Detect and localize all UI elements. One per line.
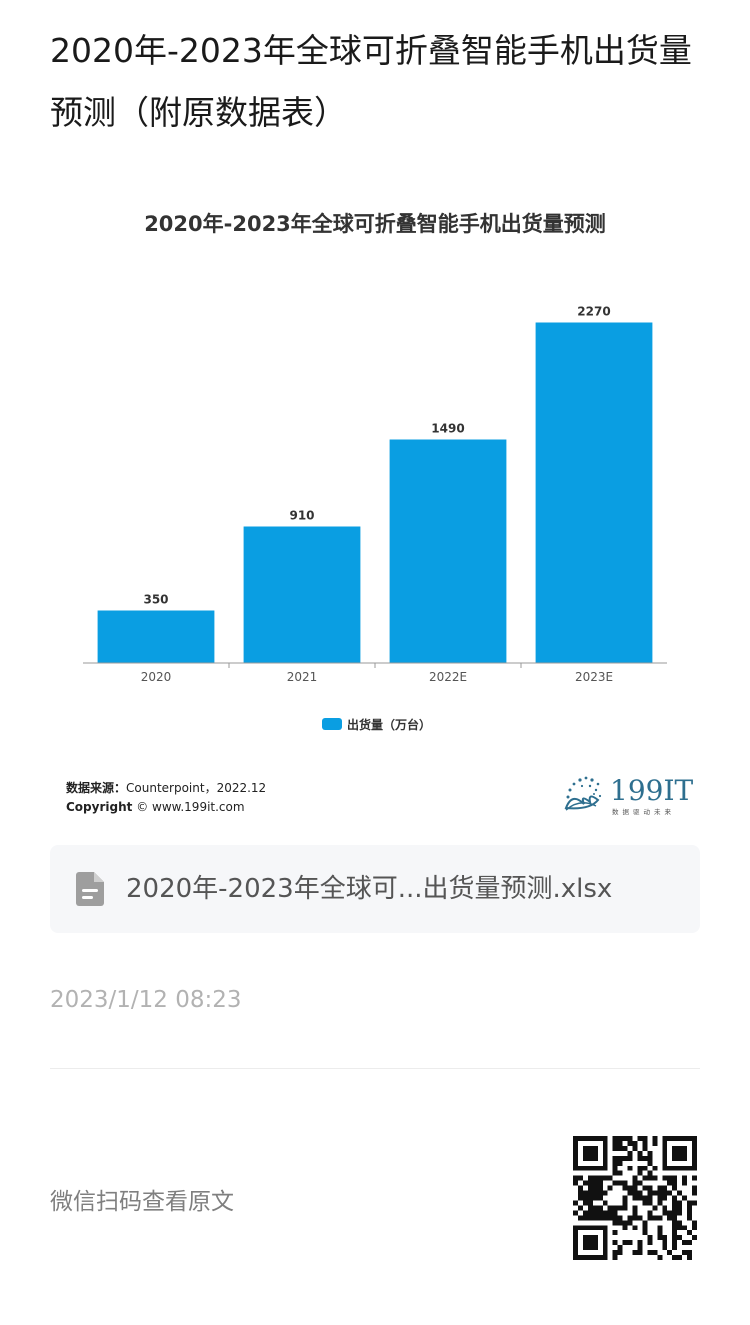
- bar-2020: [97, 610, 215, 663]
- bar-value-label-2021: 910: [289, 509, 314, 523]
- qr-code-icon[interactable]: [573, 1136, 697, 1260]
- logo-wordmark: 199IT: [610, 774, 694, 807]
- attachment-file-name: 2020年-2023年全球可...出货量预测.xlsx: [126, 874, 613, 904]
- legend: 出货量（万台）: [322, 717, 431, 732]
- attachment-card[interactable]: 2020年-2023年全球可...出货量预测.xlsx: [50, 845, 700, 933]
- x-tick-label-2021: 2021: [287, 670, 318, 684]
- copyright: Copyright © www.199it.com: [66, 800, 245, 814]
- legend-swatch: [322, 718, 342, 730]
- bar-value-label-2022E: 1490: [431, 422, 464, 436]
- bar-chart: 2020年-2023年全球可折叠智能手机出货量预测 350 910 1490 2270…: [83, 212, 667, 732]
- divider: [50, 1068, 700, 1069]
- logo-tagline: 数据驱动未来: [612, 807, 675, 816]
- x-tick-label-2022E: 2022E: [429, 670, 467, 684]
- chart-title: 2020年-2023年全球可折叠智能手机出货量预测: [144, 212, 606, 236]
- data-source-value: Counterpoint，2022.12: [126, 781, 267, 795]
- publish-timestamp: 2023/1/12 08:23: [50, 987, 242, 1013]
- page-title: 2020年-2023年全球可折叠智能手机出货量预测（附原数据表）: [50, 31, 692, 132]
- bar-value-label-2020: 350: [143, 593, 168, 607]
- scan-to-view-text: 微信扫码查看原文: [50, 1189, 234, 1215]
- data-source-label: 数据来源：: [66, 781, 127, 795]
- data-source: 数据来源：Counterpoint，2022.12: [66, 779, 266, 796]
- chart-card: 2020年-2023年全球可折叠智能手机出货量预测 350 910 1490 2270…: [50, 185, 700, 835]
- legend-label: 出货量（万台）: [347, 717, 431, 732]
- bar-2022E: [389, 439, 507, 663]
- bars-layer: 350 910 1490 2270: [97, 305, 653, 663]
- x-ticks-layer: 2020 2021 2022E 2023E: [141, 663, 613, 684]
- brand-logo: 199IT 数据驱动未来: [560, 770, 700, 820]
- copyright-label: Copyright: [66, 800, 133, 814]
- bar-value-label-2023E: 2270: [577, 305, 610, 319]
- file-document-icon: [76, 872, 104, 906]
- x-tick-label-2023E: 2023E: [575, 670, 613, 684]
- logo-mark-icon: 199IT 数据驱动未来: [564, 774, 694, 816]
- qr-modules: [573, 1136, 697, 1260]
- x-tick-label-2020: 2020: [141, 670, 172, 684]
- bar-2023E: [535, 322, 653, 663]
- bar-2021: [243, 526, 361, 663]
- copyright-value: © www.199it.com: [136, 800, 245, 814]
